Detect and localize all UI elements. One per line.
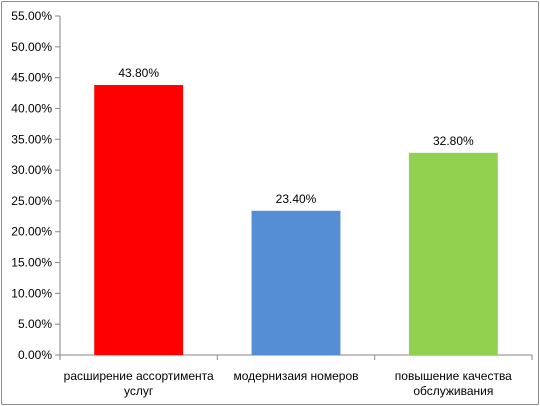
- y-tick-label: 15.00%: [11, 256, 52, 270]
- y-tick-label: 45.00%: [11, 71, 52, 85]
- bar: [94, 85, 184, 356]
- data-label: 32.80%: [433, 134, 474, 148]
- y-tick-label: 25.00%: [11, 194, 52, 208]
- x-tick-label: повышение качества: [395, 369, 512, 383]
- y-tick-label: 20.00%: [11, 225, 52, 239]
- y-tick-label: 30.00%: [11, 163, 52, 177]
- y-tick-label: 40.00%: [11, 101, 52, 115]
- data-label: 23.40%: [276, 192, 317, 206]
- x-tick-label: расширение ассортимента: [64, 369, 214, 383]
- y-tick-label: 0.00%: [18, 348, 52, 362]
- x-tick-label: услуг: [124, 384, 154, 398]
- x-tick-label: обслуживания: [413, 384, 493, 398]
- y-tick-label: 35.00%: [11, 132, 52, 146]
- bar: [408, 152, 498, 355]
- y-tick-label: 10.00%: [11, 286, 52, 300]
- x-tick-label: модернизаия номеров: [234, 369, 359, 383]
- bar: [251, 210, 341, 355]
- y-tick-label: 50.00%: [11, 40, 52, 54]
- y-tick-label: 55.00%: [11, 9, 52, 23]
- y-tick-label: 5.00%: [18, 317, 52, 331]
- data-label: 43.80%: [118, 66, 159, 80]
